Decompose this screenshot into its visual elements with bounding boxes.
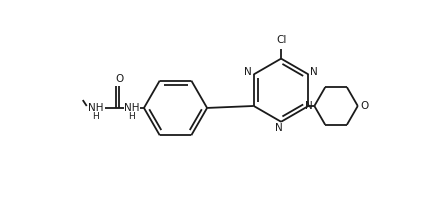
Text: H: H [128, 112, 135, 121]
Text: O: O [115, 74, 123, 84]
Text: N: N [305, 101, 312, 111]
Text: NH: NH [88, 103, 103, 113]
Text: H: H [92, 112, 99, 121]
Text: N: N [244, 67, 252, 77]
Text: N: N [275, 123, 283, 133]
Text: NH: NH [124, 103, 140, 113]
Text: N: N [310, 67, 318, 77]
Text: Cl: Cl [276, 35, 286, 45]
Text: O: O [360, 101, 369, 111]
